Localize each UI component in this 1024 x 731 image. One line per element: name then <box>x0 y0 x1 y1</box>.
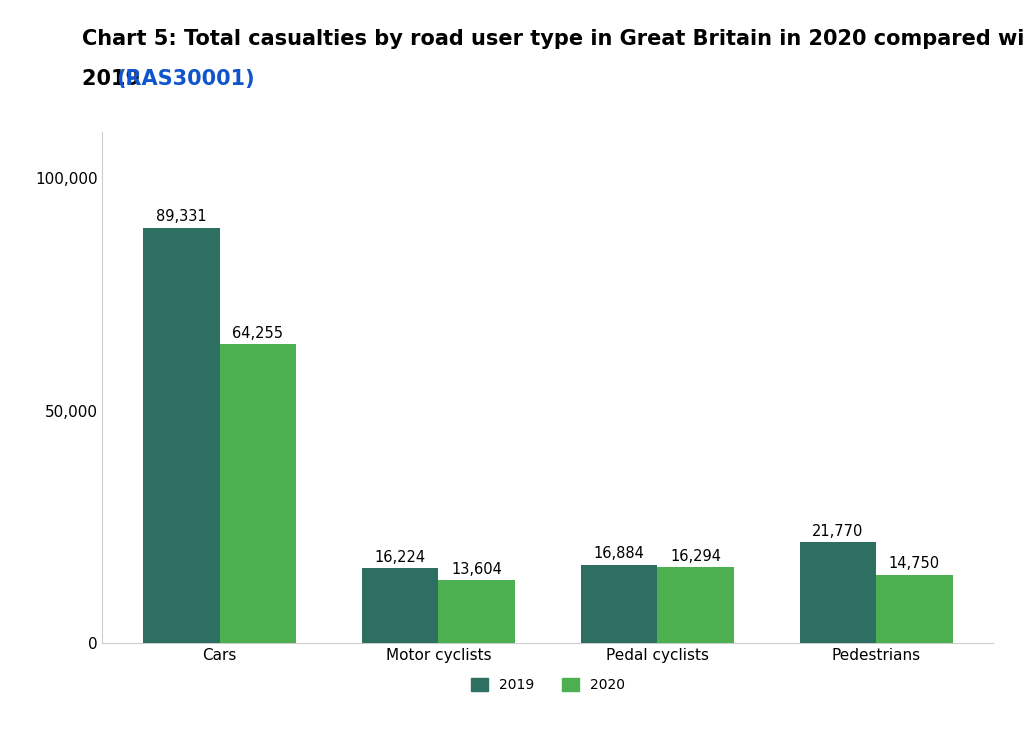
Text: 2019: 2019 <box>82 69 147 89</box>
Bar <box>219 344 296 643</box>
Text: 13,604: 13,604 <box>452 561 502 577</box>
Bar <box>877 575 952 643</box>
Text: 16,294: 16,294 <box>670 549 721 564</box>
Text: 21,770: 21,770 <box>812 523 863 539</box>
Bar <box>800 542 877 643</box>
Bar <box>657 567 734 643</box>
Text: 16,884: 16,884 <box>594 547 644 561</box>
Text: (RAS30001): (RAS30001) <box>117 69 255 89</box>
Bar <box>581 565 657 643</box>
Bar <box>361 568 438 643</box>
Text: 64,255: 64,255 <box>232 326 284 341</box>
Text: 89,331: 89,331 <box>156 210 207 224</box>
Bar <box>438 580 515 643</box>
Legend: 2019, 2020: 2019, 2020 <box>466 673 630 698</box>
Bar <box>143 228 219 643</box>
Text: 16,224: 16,224 <box>375 550 426 564</box>
Text: Chart 5: Total casualties by road user type in Great Britain in 2020 compared wi: Chart 5: Total casualties by road user t… <box>82 29 1024 49</box>
Text: 14,750: 14,750 <box>889 556 940 572</box>
